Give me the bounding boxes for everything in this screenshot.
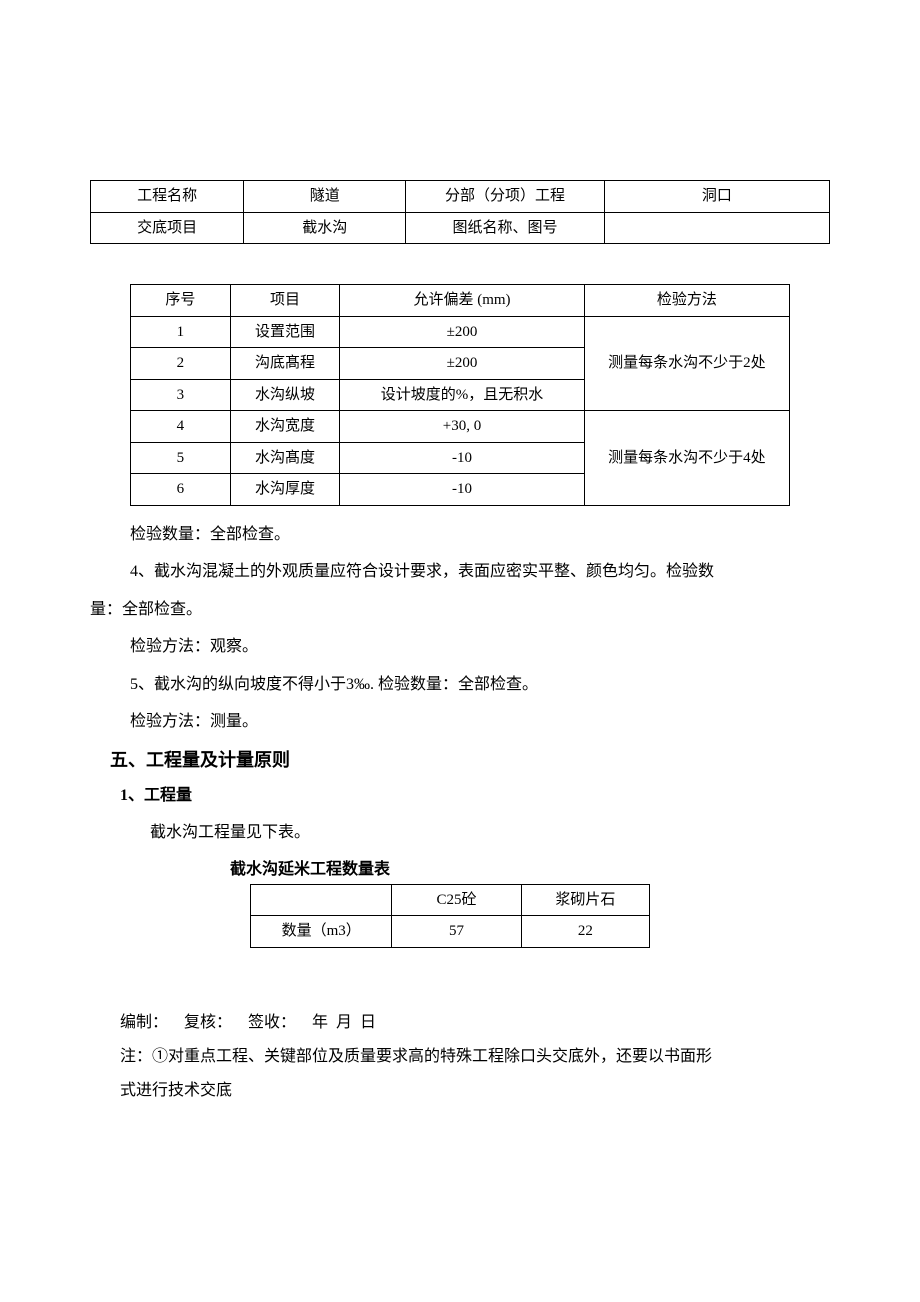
paragraph-method-observe: 检验方法：观察。 [130,630,830,664]
cell-deviation: +30, 0 [340,411,585,443]
paragraph-inspection-qty: 检验数量：全部检查。 [130,518,830,552]
header-label-project-name: 工程名称 [91,181,244,213]
cell-seq: 3 [131,379,231,411]
header-value-disclosure-item: 截水沟 [244,212,406,244]
cell-seq: 1 [131,316,231,348]
paragraph-qty-intro: 截水沟工程量见下表。 [150,816,830,850]
quantity-table-title: 截水沟延米工程数量表 [230,858,830,882]
header-value-drawing [604,212,829,244]
qty-header-blank [251,884,392,916]
table-row: 1 设置范围 ±200 测量每条水沟不少于2处 [131,316,790,348]
qty-value-c25: 57 [392,916,521,948]
qty-header-c25: C25砼 [392,884,521,916]
cell-seq: 4 [131,411,231,443]
table-row: 工程名称 隧道 分部（分项）工程 洞口 [91,181,830,213]
col-header-seq: 序号 [131,285,231,317]
cell-item: 水沟纵坡 [230,379,339,411]
cell-seq: 6 [131,474,231,506]
header-label-disclosure-item: 交底项目 [91,212,244,244]
header-label-subproject: 分部（分项）工程 [406,181,604,213]
footer-note-line1: 注：①对重点工程、关键部位及质量要求高的特殊工程除口头交底外，还要以书面形 [120,1042,830,1072]
qty-value-masonry: 22 [521,916,649,948]
table-row: 序号 项目 允许偏差 (mm) 检验方法 [131,285,790,317]
cell-seq: 2 [131,348,231,380]
header-value-project-name: 隧道 [244,181,406,213]
paragraph-item4-line2: 量：全部检查。 [90,593,830,627]
paragraph-item4-line1: 4、截水沟混凝土的外观质量应符合设计要求，表面应密实平整、颜色均匀。检验数 [130,555,830,589]
cell-deviation: -10 [340,442,585,474]
cell-item: 设置范围 [230,316,339,348]
table-row: 4 水沟宽度 +30, 0 测量每条水沟不少于4处 [131,411,790,443]
section-heading-quantities: 五、工程量及计量原则 [110,747,830,774]
cell-method-group2: 测量每条水沟不少于4处 [584,411,789,506]
paragraph-item5: 5、截水沟的纵向坡度不得小于3‰. 检验数量：全部检查。 [130,668,830,702]
cell-item: 水沟髙度 [230,442,339,474]
table-row: 交底项目 截水沟 图纸名称、图号 [91,212,830,244]
cell-item: 水沟宽度 [230,411,339,443]
footer-note-line2: 式进行技术交底 [120,1076,830,1106]
header-metadata-table: 工程名称 隧道 分部（分项）工程 洞口 交底项目 截水沟 图纸名称、图号 [90,180,830,244]
col-header-method: 检验方法 [584,285,789,317]
cell-item: 水沟厚度 [230,474,339,506]
header-value-subproject: 洞口 [604,181,829,213]
qty-header-masonry: 浆砌片石 [521,884,649,916]
sub-heading-quantities: 1、工程量 [120,780,830,812]
cell-seq: 5 [131,442,231,474]
cell-deviation: ±200 [340,316,585,348]
deviation-spec-table: 序号 项目 允许偏差 (mm) 检验方法 1 设置范围 ±200 测量每条水沟不… [130,284,790,506]
paragraph-method-measure: 检验方法：测量。 [130,705,830,739]
qty-row-label: 数量（m3） [251,916,392,948]
quantity-table: C25砼 浆砌片石 数量（m3） 57 22 [250,884,650,948]
table-row: C25砼 浆砌片石 [251,884,650,916]
table-row: 数量（m3） 57 22 [251,916,650,948]
document-page: 工程名称 隧道 分部（分项）工程 洞口 交底项目 截水沟 图纸名称、图号 序号 … [0,0,920,1171]
cell-deviation: ±200 [340,348,585,380]
header-label-drawing: 图纸名称、图号 [406,212,604,244]
footer-signatures: 编制： 复核： 签收： 年 月 日 [120,1008,830,1038]
cell-method-group1: 测量每条水沟不少于2处 [584,316,789,411]
cell-deviation: 设计坡度的%，且无积水 [340,379,585,411]
cell-item: 沟底髙程 [230,348,339,380]
cell-deviation: -10 [340,474,585,506]
col-header-item: 项目 [230,285,339,317]
col-header-deviation: 允许偏差 (mm) [340,285,585,317]
